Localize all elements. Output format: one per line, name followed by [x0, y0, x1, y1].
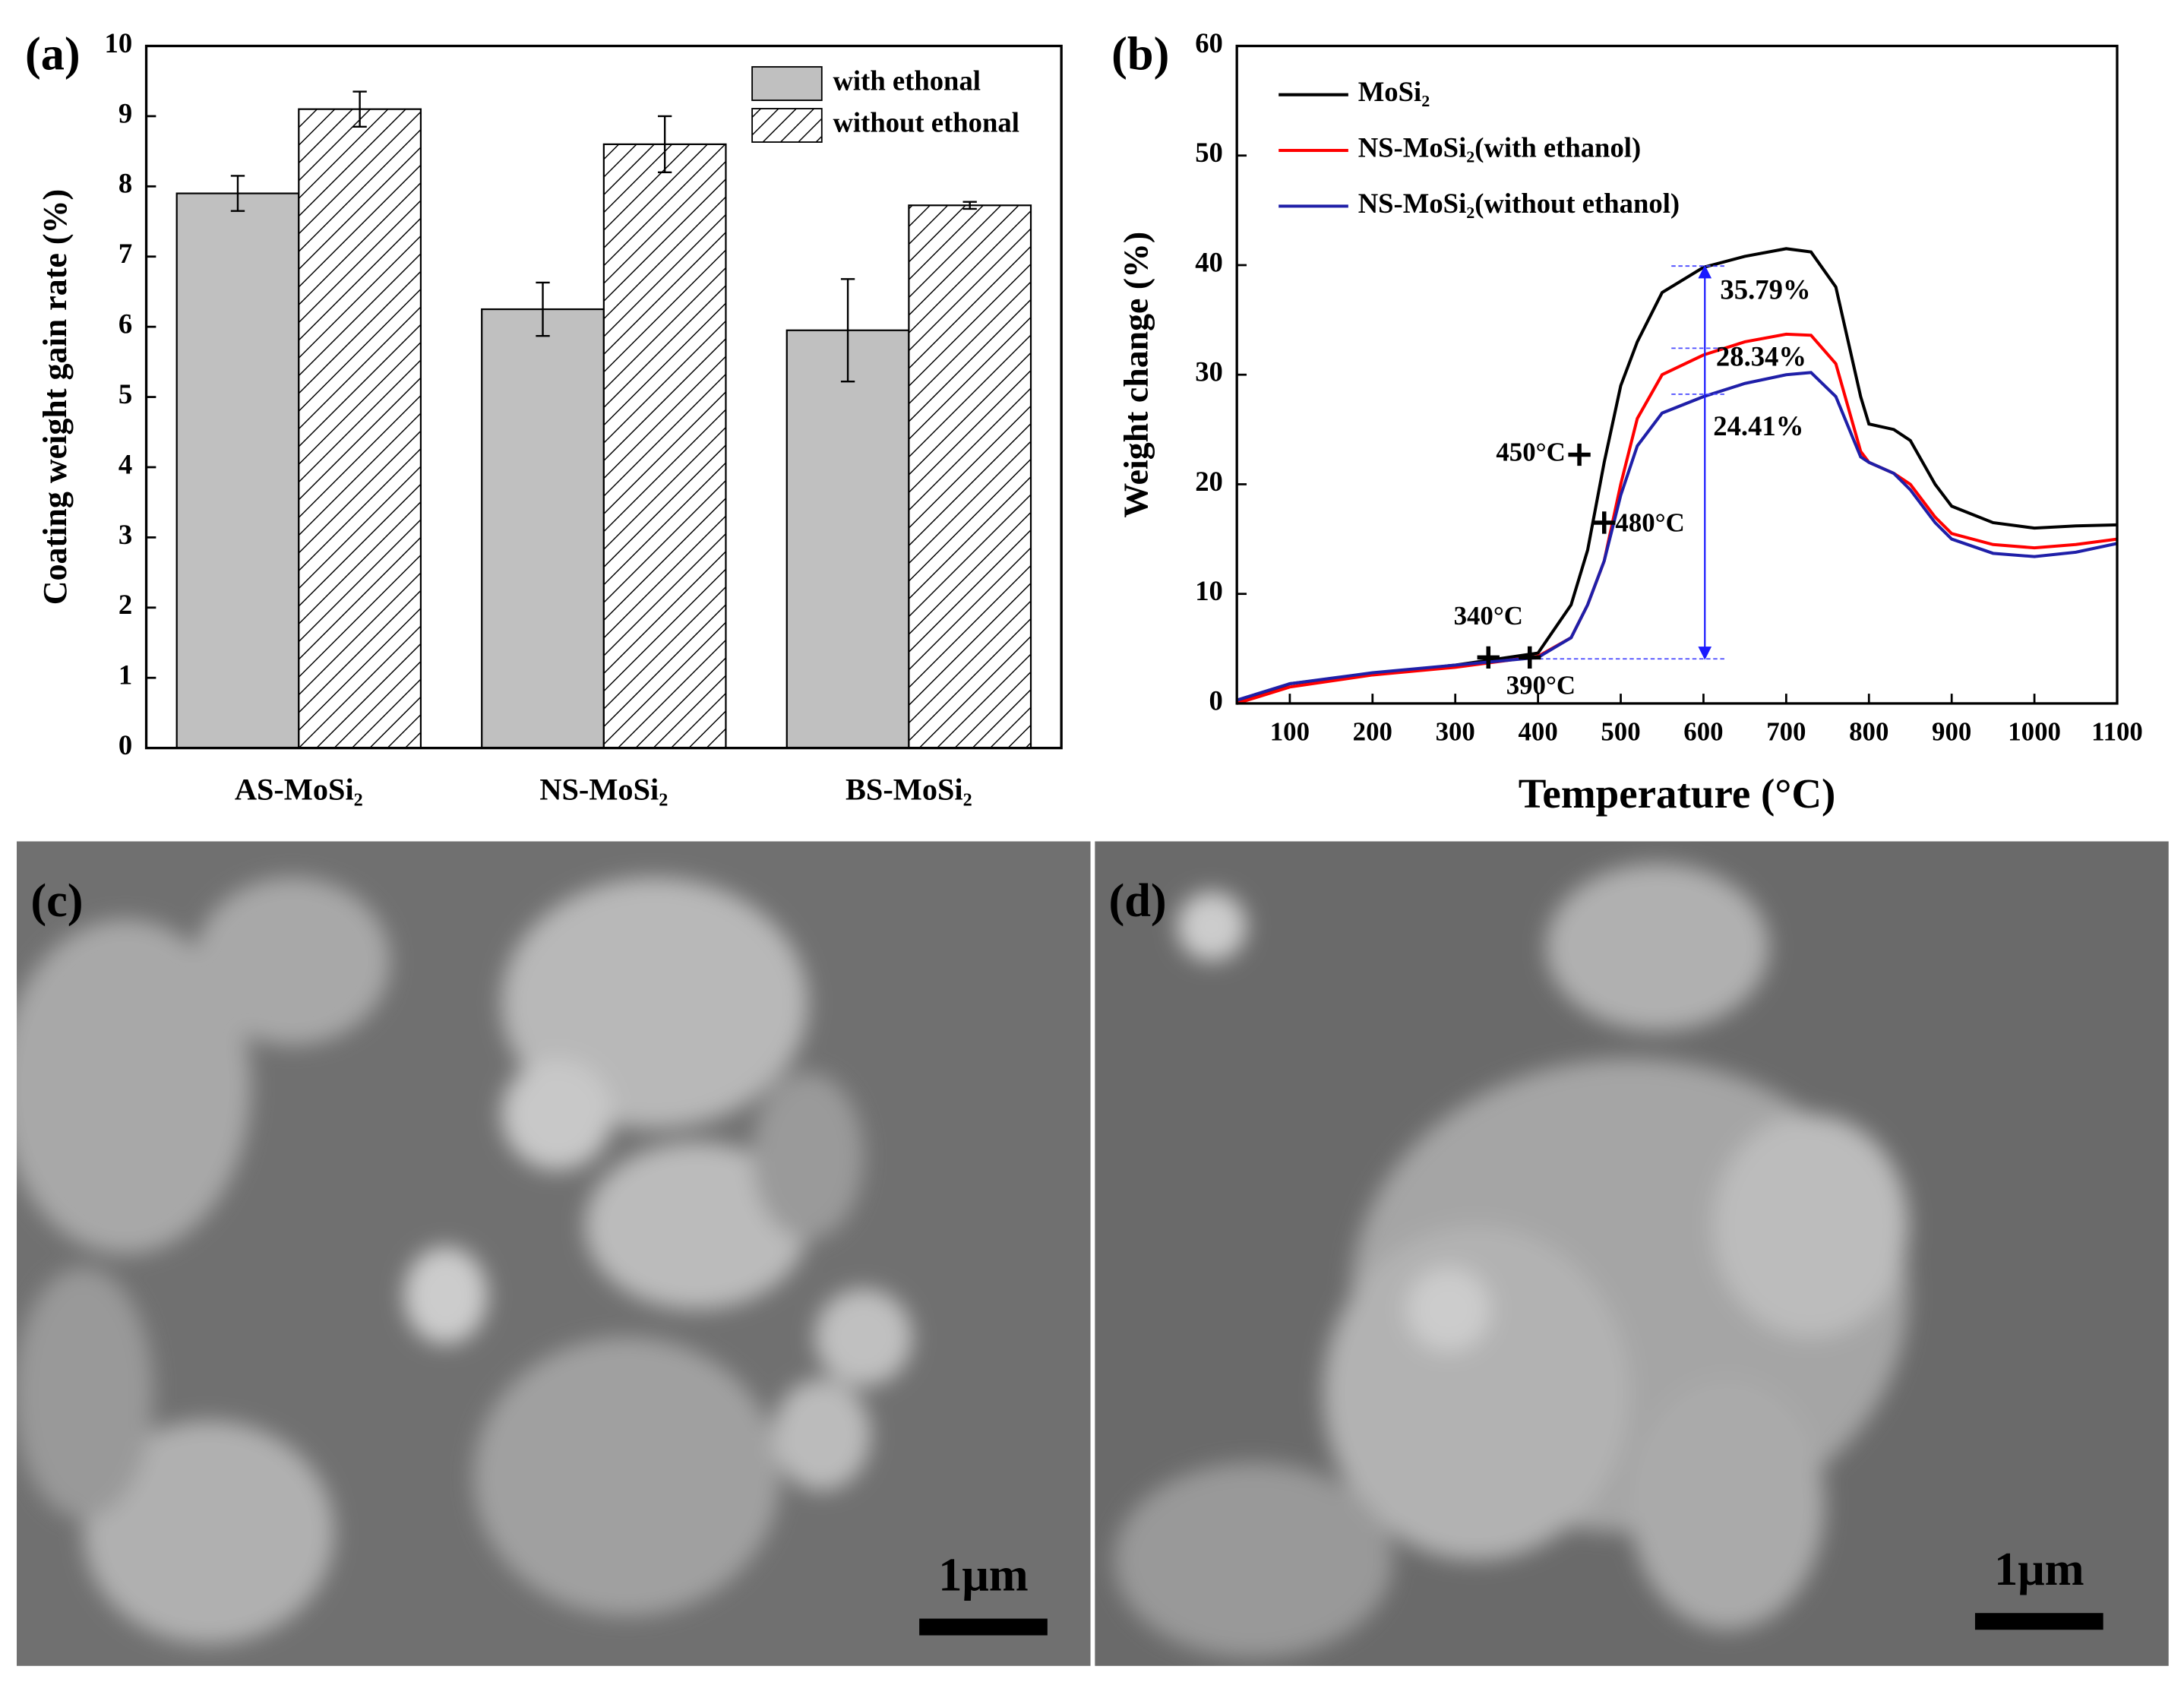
- marker: [1568, 443, 1591, 466]
- annotation: 24.41%: [1713, 410, 1803, 441]
- y-tick-label: 0: [1209, 684, 1223, 716]
- error-bar: [657, 115, 672, 174]
- y-tick-label: 40: [1195, 246, 1223, 277]
- y-tick-label: 10: [105, 27, 133, 58]
- y-tick-label: 10: [1195, 575, 1223, 606]
- error-bar: [536, 281, 550, 337]
- marker-label: 450°C: [1496, 438, 1565, 467]
- line-series: [1236, 247, 2118, 705]
- y-tick-label: 0: [119, 729, 132, 760]
- marker-label: 340°C: [1454, 601, 1523, 631]
- marker-label: 390°C: [1506, 671, 1576, 700]
- sem-image-c: [17, 841, 1091, 1666]
- x-tick-label: NS-MoSi₂: [539, 773, 668, 807]
- y-tick-label: 8: [119, 168, 132, 199]
- x-tick-label: 200: [1353, 716, 1392, 746]
- y-tick-label: 7: [119, 238, 132, 269]
- plot-frame: [144, 44, 1063, 750]
- bar: [602, 143, 727, 749]
- marker: [1477, 646, 1500, 669]
- error-bar: [840, 278, 855, 383]
- annotation: 35.79%: [1720, 273, 1810, 305]
- line-series: [1236, 371, 2118, 702]
- y-tick-label: 2: [119, 589, 132, 620]
- sem-images: 1μm 1μm (c) (d): [17, 841, 2169, 1666]
- error-bar: [230, 175, 245, 212]
- legend-label: without ethonal: [833, 106, 1019, 138]
- marker: [1519, 646, 1541, 669]
- y-tick-label: 6: [119, 308, 132, 340]
- legend-label: NS-MoSi₂(with ethanol): [1358, 131, 1641, 163]
- bar: [785, 329, 910, 749]
- error-bar: [352, 90, 367, 128]
- y-tick-label: 4: [119, 448, 132, 479]
- y-axis-title: Weight change (%): [1116, 232, 1155, 518]
- panel-label: (a): [25, 27, 81, 80]
- x-tick-label: 1000: [2008, 716, 2061, 746]
- y-tick-label: 50: [1195, 137, 1223, 168]
- panel-label: (c): [30, 874, 83, 927]
- x-tick-label: 100: [1270, 716, 1310, 746]
- y-tick-label: 60: [1195, 27, 1223, 58]
- y-tick-label: 9: [119, 97, 132, 128]
- y-axis-title: Coating weight gain rate (%): [36, 189, 74, 605]
- scale-bar: [919, 1618, 1048, 1636]
- scale-bar-label: 1μm: [938, 1549, 1028, 1601]
- marker: [1593, 511, 1616, 534]
- x-tick-label: 700: [1766, 716, 1806, 746]
- panel-label: (d): [1109, 874, 1167, 927]
- annotation: 28.34%: [1716, 340, 1806, 371]
- x-tick-label: 800: [1849, 716, 1888, 746]
- y-tick-label: 5: [119, 378, 132, 409]
- bar: [481, 308, 605, 749]
- x-tick-label: AS-MoSi₂: [235, 773, 363, 807]
- plot-frame: [1235, 44, 2119, 705]
- scale-bar: [1974, 1613, 2103, 1630]
- error-bar: [962, 201, 977, 210]
- x-tick-label: 300: [1436, 716, 1475, 746]
- x-tick-label: 900: [1932, 716, 1971, 746]
- scale-bar-label: 1μm: [1994, 1543, 2084, 1595]
- y-tick-label: 1: [119, 659, 132, 691]
- x-tick-label: 1100: [2091, 716, 2143, 746]
- bar: [298, 108, 422, 749]
- legend-swatch: [751, 108, 823, 143]
- legend-label: with ethonal: [833, 65, 981, 96]
- x-tick-label: 400: [1518, 716, 1557, 746]
- y-tick-label: 3: [119, 519, 132, 550]
- panel-label: (b): [1111, 27, 1169, 80]
- legend-label: NS-MoSi₂(without ethanol): [1358, 188, 1680, 219]
- marker-label: 480°C: [1615, 508, 1684, 538]
- x-tick-label: BS-MoSi₂: [845, 773, 972, 807]
- y-tick-label: 20: [1195, 466, 1223, 497]
- y-tick-label: 30: [1195, 356, 1223, 387]
- bar: [908, 204, 1032, 749]
- legend-swatch: [751, 66, 823, 101]
- x-tick-label: 500: [1601, 716, 1640, 746]
- x-axis-title: Temperature (°C): [1519, 770, 1836, 817]
- bar: [175, 192, 300, 749]
- sem-image-d: [1095, 841, 2169, 1666]
- x-tick-label: 600: [1683, 716, 1723, 746]
- legend-label: MoSi₂: [1358, 76, 1430, 107]
